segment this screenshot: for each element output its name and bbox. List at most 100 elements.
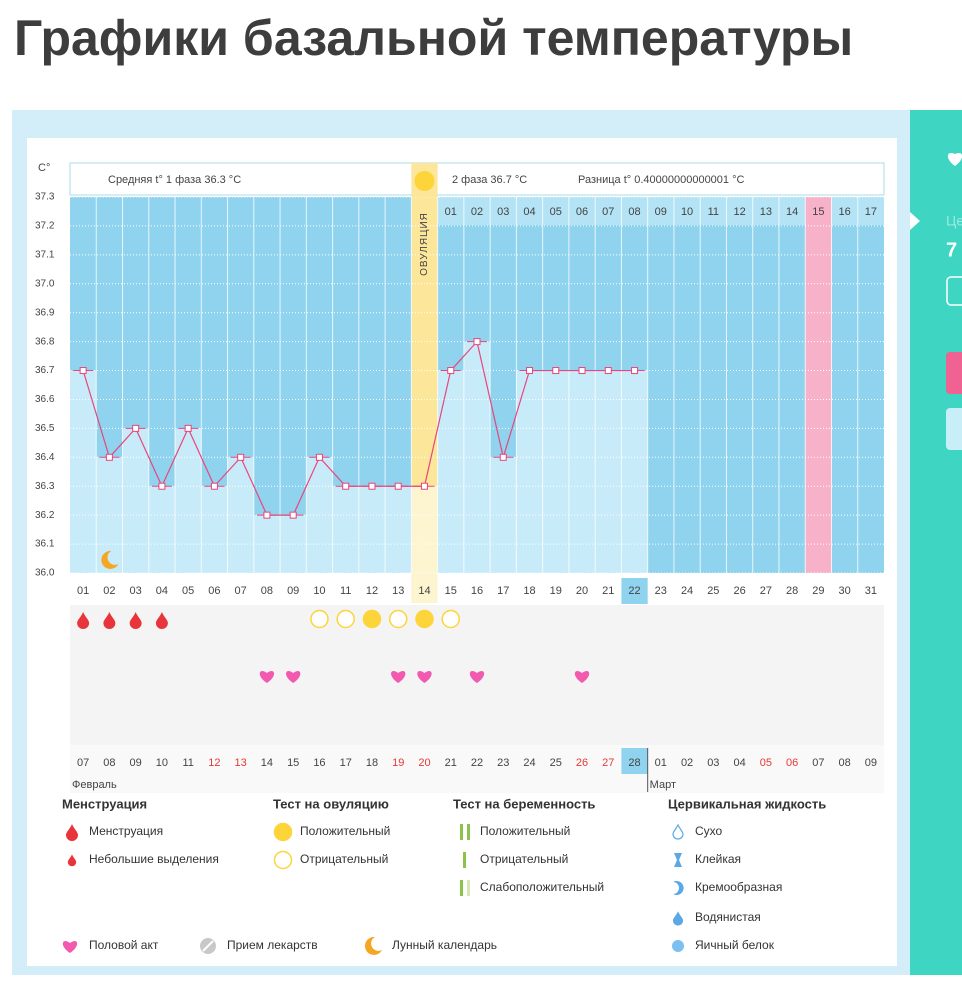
page-title: Графики базальной температуры [14, 10, 853, 66]
menstruation-icon [155, 612, 168, 629]
legend-item: Прием лекарств [227, 938, 318, 952]
month-label: Март [650, 779, 676, 791]
ovulation-test-positive [415, 609, 434, 629]
phase2-day: 03 [497, 206, 509, 218]
x-tick-label: 23 [655, 585, 667, 597]
y-tick-label: 37.1 [35, 249, 55, 260]
x-tick-label: 21 [602, 585, 614, 597]
side-button[interactable] [946, 352, 962, 394]
phase2-day: 01 [445, 206, 457, 218]
date-label: 08 [838, 757, 850, 769]
x-tick-label: 15 [445, 585, 457, 597]
legend-title: Цервикальная жидкость [668, 796, 826, 811]
legend-icon [674, 853, 682, 867]
point [552, 367, 560, 375]
date-label: 20 [418, 757, 430, 769]
date-label: 02 [681, 757, 693, 769]
y-tick-label: 36.9 [35, 307, 55, 318]
sex-icon [574, 671, 590, 683]
sex-icon [391, 671, 406, 683]
ovulation-test-negative [388, 609, 408, 629]
x-tick-label: 29 [812, 585, 824, 597]
bar [568, 370, 596, 573]
date-label: 25 [550, 757, 562, 769]
point [578, 367, 586, 375]
temperature-line [82, 340, 635, 516]
x-tick-label: 03 [130, 585, 142, 597]
x-tick-label: 05 [182, 585, 194, 597]
point [184, 424, 192, 432]
phase2-day: 12 [733, 206, 745, 218]
legend-icon [202, 940, 214, 952]
bar [122, 428, 149, 573]
x-tick-label: 20 [576, 585, 588, 597]
legend-item: Половой акт [89, 938, 159, 952]
point [473, 338, 481, 346]
bar [175, 428, 202, 573]
legend-icon [672, 823, 684, 840]
legend-title: Тест на овуляцию [273, 796, 389, 811]
phase2-text: 2 фаза 36.7 °C [452, 174, 527, 186]
x-tick-label: 24 [681, 585, 693, 597]
x-tick-label: 27 [760, 585, 772, 597]
ovulation-label: ОВУЛЯЦИЯ [419, 212, 430, 276]
bar [621, 370, 648, 573]
x-tick-label: 12 [366, 585, 378, 597]
x-tick-label: 30 [838, 585, 850, 597]
legend-item: Яичный белок [695, 938, 775, 952]
date-label: 05 [760, 757, 772, 769]
point [342, 482, 350, 490]
x-tick-label: 18 [523, 585, 535, 597]
phase2-day: 14 [786, 206, 798, 218]
sex-icon [286, 671, 301, 683]
bar [385, 486, 412, 573]
y-tick-label: 36.8 [35, 336, 55, 347]
legend-icon [62, 941, 78, 953]
bar [332, 486, 359, 573]
phase2-day: 04 [523, 206, 535, 218]
legend-item: Менструация [89, 824, 163, 838]
date-label: 28 [628, 757, 640, 769]
diff-text: Разница t° 0.40000000000001 °C [578, 174, 744, 186]
point [210, 482, 218, 490]
phase2-day: 06 [576, 206, 588, 218]
legend-icon [672, 940, 684, 952]
legend-item: Слабоположительный [480, 880, 604, 894]
side-heart [947, 153, 962, 166]
y-tick-label: 36.6 [35, 394, 55, 405]
bar [358, 486, 386, 573]
date-label: 19 [392, 757, 404, 769]
ovulation-column-low [411, 486, 438, 603]
legend-item: Кремообразная [695, 880, 782, 894]
menstruation-icon [129, 612, 142, 629]
phase2-day: 17 [865, 206, 877, 218]
x-tick-label: 26 [733, 585, 745, 597]
bar [253, 515, 281, 573]
bar [280, 515, 307, 573]
date-label: 22 [471, 757, 483, 769]
x-tick-label: 04 [156, 585, 168, 597]
x-tick-label: 08 [261, 585, 273, 597]
side-input[interactable] [946, 276, 962, 306]
phase2-day: 05 [550, 206, 562, 218]
side-button[interactable] [946, 408, 962, 450]
ovulation-column [411, 163, 438, 487]
phase2-day: 09 [655, 206, 667, 218]
marked-column [805, 197, 832, 573]
date-label: 11 [182, 757, 193, 769]
pregnancy-icon [463, 852, 466, 868]
legend-title: Тест на беременность [453, 796, 595, 811]
y-tick-label: 37.2 [35, 221, 55, 232]
point [526, 367, 534, 375]
sex-icon [417, 671, 432, 683]
date-label: 09 [865, 757, 877, 769]
date-label: 10 [156, 757, 168, 769]
legend-icon [66, 824, 78, 841]
ovulation-test-negative [336, 609, 355, 629]
phase2-day: 16 [838, 206, 850, 218]
today-date-box [621, 748, 648, 774]
date-label: 03 [707, 757, 719, 769]
phase2-day: 11 [708, 206, 719, 218]
x-tick-label: 28 [786, 585, 798, 597]
